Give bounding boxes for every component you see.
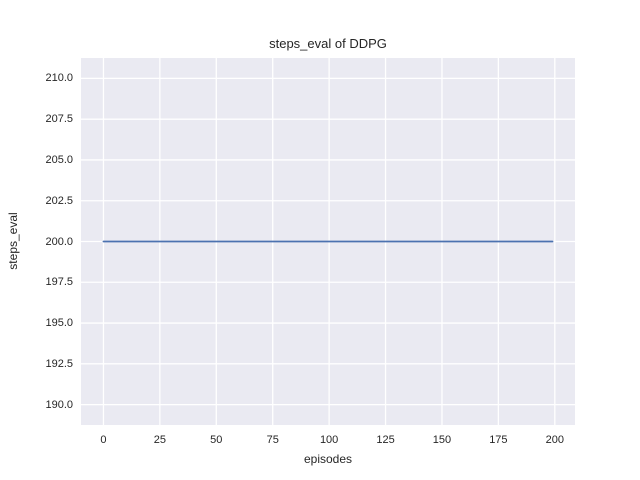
x-tick-label: 75 (266, 434, 279, 446)
y-tick-label: 205.0 (45, 153, 73, 166)
x-tick-label: 150 (432, 434, 452, 446)
y-tick-label: 197.5 (45, 276, 73, 289)
y-tick-label: 190.0 (45, 398, 73, 411)
x-tick-label: 100 (319, 434, 339, 446)
x-tick-label: 175 (489, 434, 508, 446)
x-axis-label: episodes (303, 452, 353, 466)
y-tick-label: 195.0 (45, 317, 73, 330)
y-tick-label: 210.0 (45, 72, 73, 85)
y-tick-label: 207.5 (45, 113, 73, 126)
y-tick-label: 200.0 (45, 235, 73, 248)
y-tick-label: 202.5 (45, 194, 73, 207)
chart-title: steps_eval of DDPG (269, 36, 387, 51)
x-tick-label: 25 (153, 434, 166, 446)
x-tick-label: 125 (376, 434, 395, 446)
x-tick-label: 0 (100, 434, 107, 446)
y-axis-label: steps_eval (6, 212, 20, 270)
x-tick-label: 50 (210, 434, 223, 446)
y-tick-label: 192.5 (45, 357, 73, 370)
x-tick-label: 200 (545, 434, 564, 446)
